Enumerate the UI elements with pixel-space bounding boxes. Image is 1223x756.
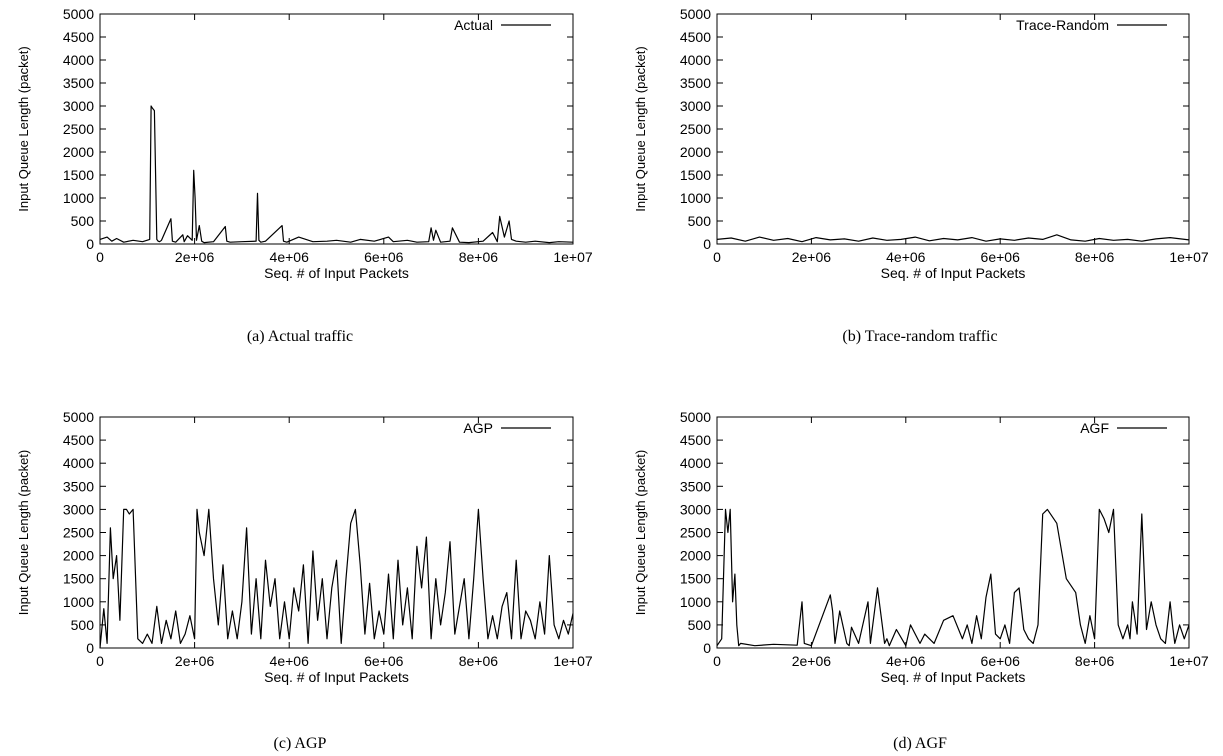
y-tick-label: 4000: [680, 52, 711, 68]
y-tick-label: 3500: [63, 478, 94, 494]
y-tick-label: 2500: [63, 525, 94, 541]
x-tick-label: 4e+06: [270, 249, 310, 265]
y-tick-label: 3500: [680, 75, 711, 91]
y-tick-label: 2500: [63, 121, 94, 137]
y-tick-label: 2500: [680, 121, 711, 137]
y-tick-label: 2000: [680, 144, 711, 160]
x-tick-label: 1e+07: [1169, 653, 1209, 669]
y-tick-label: 2000: [63, 548, 94, 564]
x-axis-label: Seq. # of Input Packets: [881, 265, 1026, 281]
series-line-agf: [716, 508, 1190, 647]
y-axis-label: Input Queue Length (packet): [633, 46, 648, 212]
y-tick-label: 4500: [680, 29, 711, 45]
x-tick-label: 6e+06: [981, 653, 1021, 669]
y-tick-label: 1000: [680, 594, 711, 610]
x-tick-label: 1e+07: [553, 249, 593, 265]
y-tick-label: 5000: [680, 409, 711, 425]
y-tick-label: 3000: [63, 98, 94, 114]
series-line-agp: [99, 508, 574, 649]
x-tick-label: 8e+06: [1075, 249, 1115, 265]
y-tick-label: 500: [71, 213, 95, 229]
y-tick-label: 1000: [680, 190, 711, 206]
x-tick-label: 8e+06: [459, 653, 499, 669]
y-tick-label: 3500: [680, 478, 711, 494]
legend-label: AGP: [463, 420, 493, 436]
y-tick-label: 3000: [680, 98, 711, 114]
chart-panel-3: 0 500 1000 1500 2000 2500 3000 3500 4000 4500 5000…: [633, 409, 1209, 752]
y-axis-label: Input Queue Length (packet): [633, 450, 648, 616]
subfigure-caption: (c) AGP: [274, 735, 327, 752]
plot-frame: [99, 416, 574, 649]
y-tick-label: 1000: [63, 594, 94, 610]
y-tick-label: 2000: [680, 548, 711, 564]
x-tick-label: 2e+06: [175, 653, 215, 669]
x-tick-label: 2e+06: [175, 249, 215, 265]
x-tick-label: 6e+06: [364, 249, 404, 265]
x-axis-label: Seq. # of Input Packets: [264, 669, 409, 685]
plot-frame: [99, 13, 574, 245]
y-tick-label: 4500: [63, 29, 94, 45]
x-tick-label: 4e+06: [270, 653, 310, 669]
x-tick-label: 6e+06: [981, 249, 1021, 265]
x-tick-label: 4e+06: [886, 249, 926, 265]
y-tick-label: 4000: [63, 455, 94, 471]
x-tick-label: 0: [96, 653, 104, 669]
legend-label: Trace-Random: [1016, 17, 1109, 33]
y-tick-label: 4000: [680, 455, 711, 471]
x-tick-label: 1e+07: [553, 653, 593, 669]
y-tick-label: 0: [703, 640, 711, 656]
y-tick-label: 3000: [680, 501, 711, 517]
plot-frame: [716, 13, 1190, 245]
x-axis-label: Seq. # of Input Packets: [881, 669, 1026, 685]
y-tick-label: 2500: [680, 525, 711, 541]
y-tick-label: 5000: [63, 409, 94, 425]
subfigure-caption: (d) AGF: [893, 735, 947, 752]
series-line-trace-random: [716, 234, 1190, 243]
y-tick-label: 1500: [680, 571, 711, 587]
legend-label: AGF: [1080, 420, 1109, 436]
y-tick-label: 1500: [63, 167, 94, 183]
y-tick-label: 500: [688, 617, 712, 633]
chart-panel-0: 0 500 1000 1500 2000 2500 3000 3500 4000 4500 5000…: [16, 6, 593, 345]
y-tick-label: 3000: [63, 501, 94, 517]
y-tick-label: 500: [688, 213, 712, 229]
x-tick-label: 1e+07: [1169, 249, 1209, 265]
y-tick-label: 2000: [63, 144, 94, 160]
y-tick-label: 1500: [63, 571, 94, 587]
y-tick-label: 3500: [63, 75, 94, 91]
subfigure-caption: (a) Actual traffic: [247, 328, 353, 345]
y-tick-label: 5000: [63, 6, 94, 22]
y-tick-label: 0: [703, 236, 711, 252]
x-tick-label: 2e+06: [792, 249, 832, 265]
chart-panel-1: 0 500 1000 1500 2000 2500 3000 3500 4000 4500 5000…: [633, 6, 1209, 345]
y-tick-label: 5000: [680, 6, 711, 22]
subfigure-caption: (b) Trace-random traffic: [842, 328, 997, 345]
x-tick-label: 8e+06: [459, 249, 499, 265]
x-tick-label: 4e+06: [886, 653, 926, 669]
y-tick-label: 0: [86, 640, 94, 656]
x-axis-label: Seq. # of Input Packets: [264, 265, 409, 281]
y-axis-label: Input Queue Length (packet): [16, 46, 31, 212]
y-tick-label: 1500: [680, 167, 711, 183]
y-tick-label: 0: [86, 236, 94, 252]
y-axis-label: Input Queue Length (packet): [16, 450, 31, 616]
x-tick-label: 0: [713, 249, 721, 265]
y-tick-label: 1000: [63, 190, 94, 206]
series-line-actual: [99, 105, 574, 244]
y-tick-label: 500: [71, 617, 95, 633]
legend-label: Actual: [454, 17, 493, 33]
x-tick-label: 2e+06: [792, 653, 832, 669]
y-tick-label: 4500: [680, 432, 711, 448]
x-tick-label: 0: [96, 249, 104, 265]
x-tick-label: 6e+06: [364, 653, 404, 669]
chart-panel-2: 0 500 1000 1500 2000 2500 3000 3500 4000 4500 5000…: [16, 409, 593, 752]
y-tick-label: 4000: [63, 52, 94, 68]
x-tick-label: 0: [713, 653, 721, 669]
x-tick-label: 8e+06: [1075, 653, 1115, 669]
y-tick-label: 4500: [63, 432, 94, 448]
